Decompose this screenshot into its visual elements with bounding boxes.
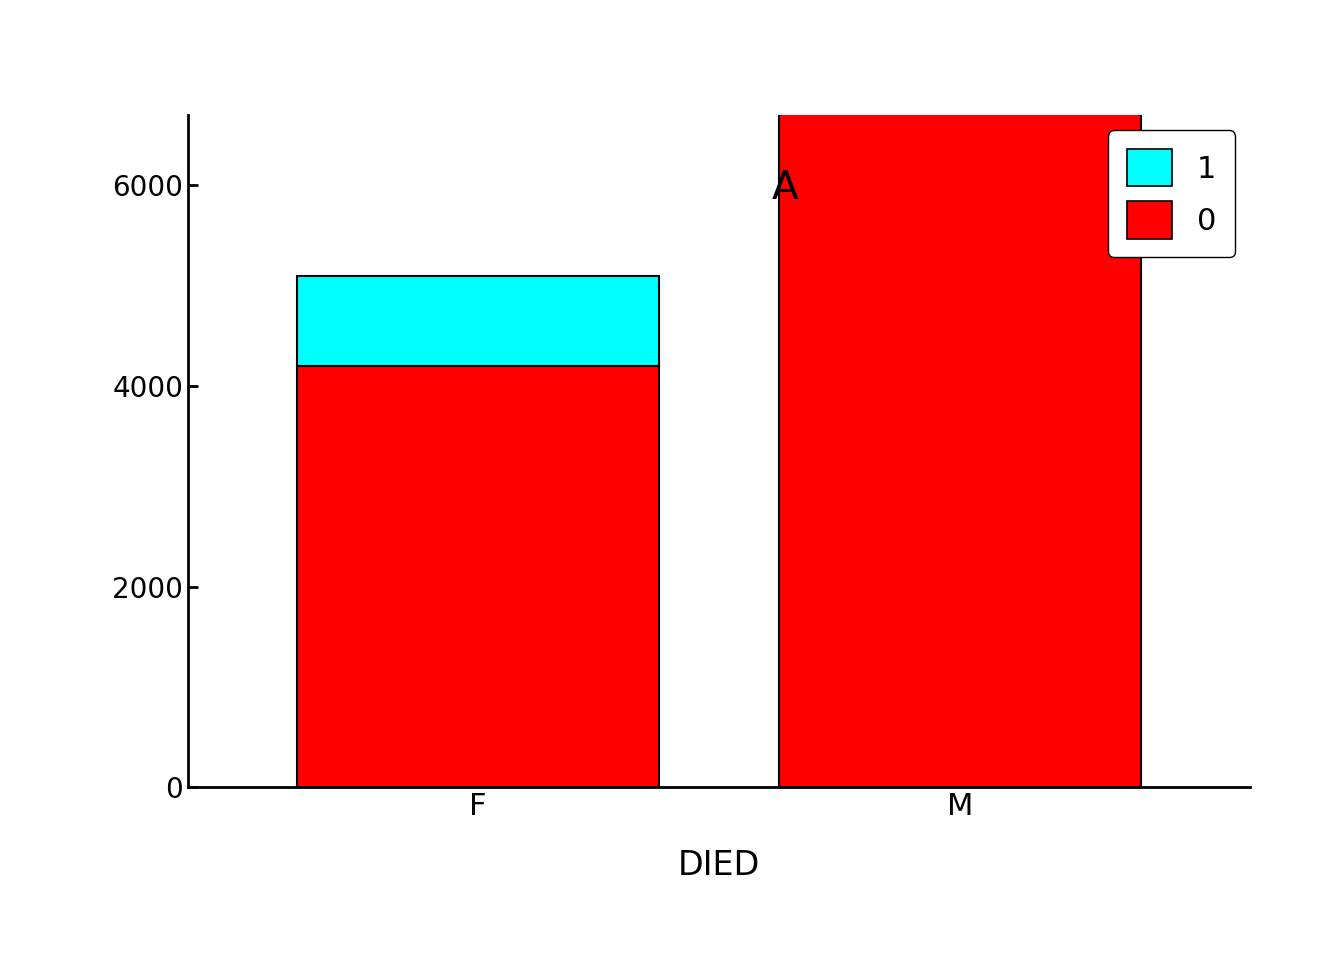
Bar [780, 85, 1141, 787]
Bar [780, 35, 1141, 85]
X-axis label: DIED: DIED [677, 849, 761, 882]
Legend: 1, 0: 1, 0 [1109, 131, 1235, 257]
Text: A: A [773, 169, 798, 207]
Bar [297, 366, 659, 787]
Bar [297, 276, 659, 366]
